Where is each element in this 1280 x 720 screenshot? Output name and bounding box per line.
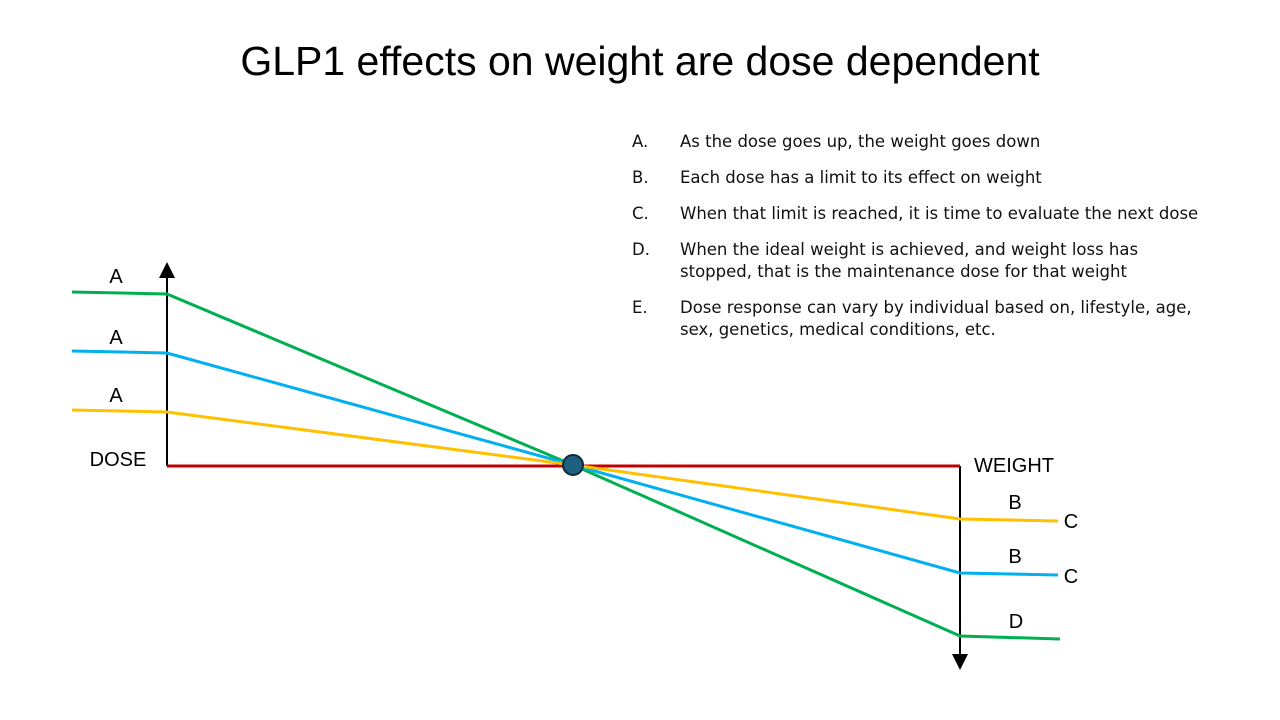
label-c-low: C <box>1064 511 1078 533</box>
list-text: Dose response can vary by individual bas… <box>680 298 1192 339</box>
label-c-mid: C <box>1064 566 1078 588</box>
list-letter: D. <box>632 240 650 259</box>
dose-label: DOSE <box>90 449 147 471</box>
key-points-list: A. As the dose goes up, the weight goes d… <box>632 131 1212 355</box>
label-a-high: A <box>109 266 123 288</box>
label-a-low: A <box>109 385 123 407</box>
list-text: Each dose has a limit to its effect on w… <box>680 168 1042 187</box>
pivot-point <box>562 454 584 476</box>
list-item: B. Each dose has a limit to its effect on… <box>632 167 1212 189</box>
list-letter: E. <box>632 298 648 317</box>
label-a-mid: A <box>109 327 123 349</box>
label-d-high: D <box>1009 611 1023 633</box>
list-text: When the ideal weight is achieved, and w… <box>680 240 1139 281</box>
list-text: As the dose goes up, the weight goes dow… <box>680 132 1041 151</box>
list-text: When that limit is reached, it is time t… <box>680 204 1199 223</box>
label-b-mid: B <box>1008 546 1021 568</box>
weight-label: WEIGHT <box>974 455 1054 477</box>
list-item: D. When the ideal weight is achieved, and… <box>632 239 1212 283</box>
list-letter: A. <box>632 132 649 151</box>
label-b-low: B <box>1008 492 1021 514</box>
list-letter: C. <box>632 204 649 223</box>
slide-title: GLP1 effects on weight are dose dependen… <box>240 38 1040 84</box>
list-letter: B. <box>632 168 649 187</box>
list-item: C. When that limit is reached, it is time… <box>632 203 1212 225</box>
list-item: A. As the dose goes up, the weight goes d… <box>632 131 1212 153</box>
list-item: E. Dose response can vary by individual b… <box>632 297 1212 341</box>
